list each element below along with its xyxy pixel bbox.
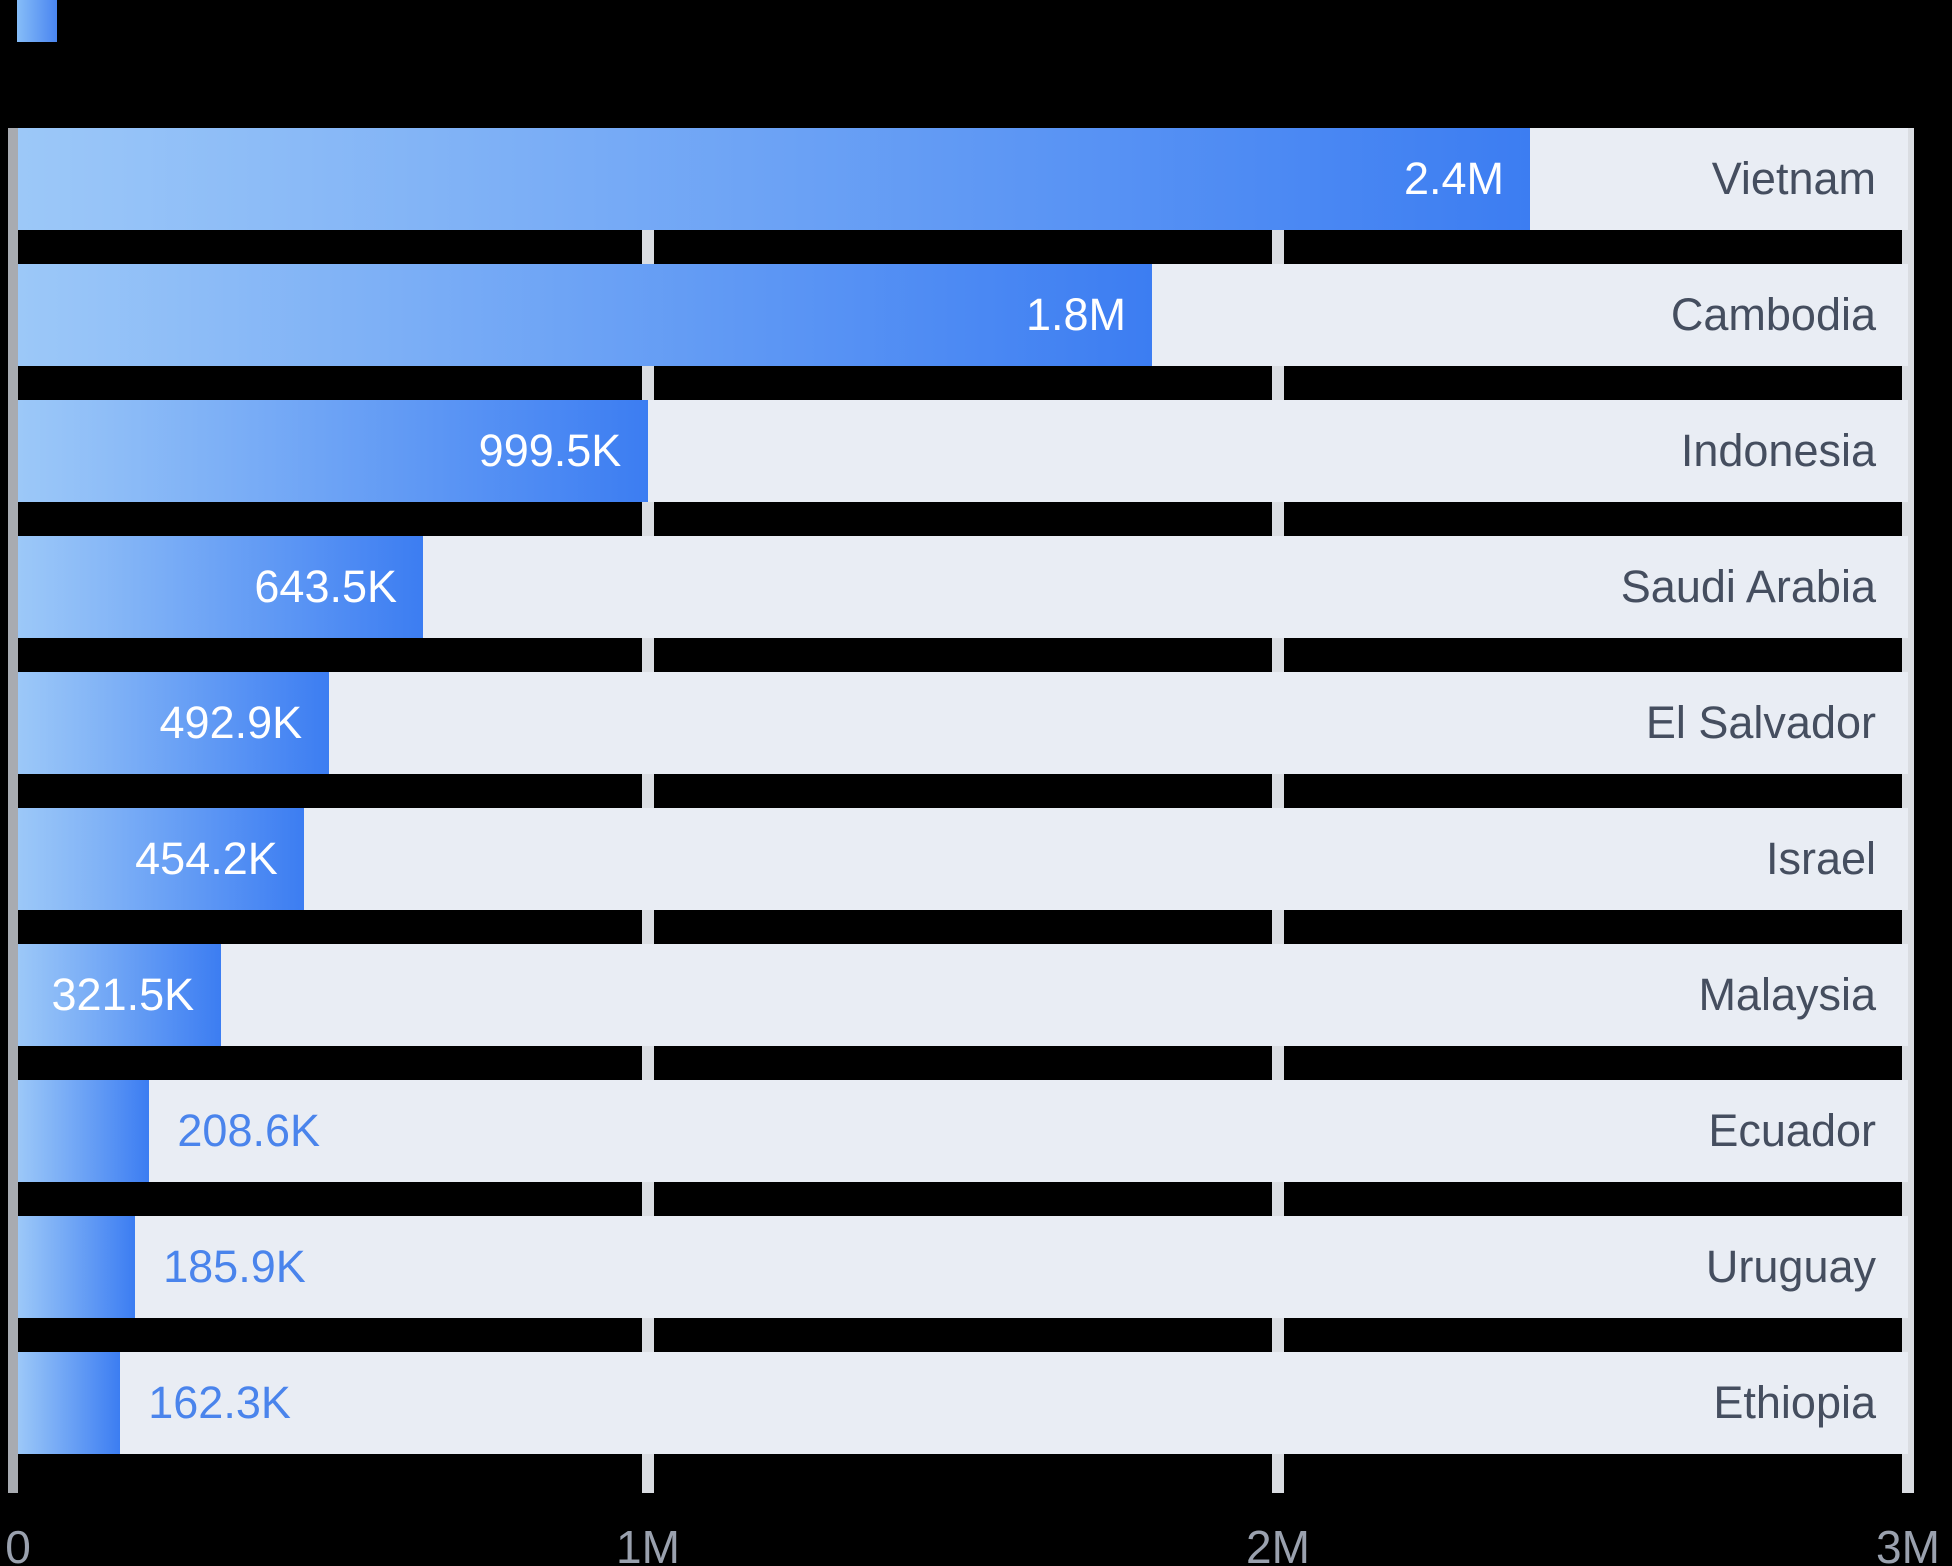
bar	[18, 944, 221, 1046]
bar	[18, 1080, 150, 1182]
y-axis-line	[8, 128, 18, 1493]
axis-tick-label: 3M	[1876, 1521, 1940, 1566]
bar-row: 492.9K El Salvador	[0, 672, 1952, 774]
axis-tick-label: 0	[5, 1521, 31, 1566]
value-label: 321.5K	[51, 969, 195, 1020]
category-label: Saudi Arabia	[1620, 561, 1876, 612]
bar-track	[18, 808, 1908, 910]
category-label: Malaysia	[1698, 969, 1876, 1020]
bar	[18, 128, 1530, 230]
value-label: 454.2K	[135, 833, 278, 884]
axis-tick-label: 2M	[1246, 1521, 1310, 1566]
value-label: 1.8M	[1026, 289, 1127, 340]
category-label: Uruguay	[1705, 1241, 1876, 1292]
category-label: Israel	[1765, 833, 1876, 884]
bar-row: 454.2K Israel	[0, 808, 1952, 910]
bar-row: 185.9K Uruguay	[0, 1216, 1952, 1318]
bar-row: 208.6K Ecuador	[0, 1080, 1952, 1182]
bar-row: 643.5K Saudi Arabia	[0, 536, 1952, 638]
value-label: 492.9K	[159, 697, 303, 748]
legend[interactable]	[17, 0, 57, 42]
value-label: 208.6K	[177, 1105, 321, 1156]
bar-row: 1.8M Cambodia	[0, 264, 1952, 366]
legend-swatch-icon	[17, 0, 57, 42]
category-label: Indonesia	[1680, 425, 1876, 476]
bar	[18, 536, 424, 638]
axis-tick-label: 1M	[616, 1521, 680, 1566]
bar-track	[18, 1216, 1908, 1318]
bar	[18, 1352, 121, 1454]
bar-row: 999.5K Indonesia	[0, 400, 1952, 502]
bar-track	[18, 672, 1908, 774]
category-label: Vietnam	[1711, 153, 1876, 204]
value-label: 185.9K	[163, 1241, 306, 1292]
category-label: Ecuador	[1708, 1105, 1876, 1156]
value-label: 999.5K	[478, 425, 622, 476]
bar	[18, 672, 329, 774]
category-label: El Salvador	[1645, 697, 1876, 748]
bar	[18, 400, 648, 502]
value-label: 2.4M	[1404, 153, 1505, 204]
bar-row: 162.3K Ethiopia	[0, 1352, 1952, 1454]
category-label: Ethiopia	[1713, 1377, 1876, 1428]
bar-track	[18, 1352, 1908, 1454]
value-label: 643.5K	[254, 561, 398, 612]
bar-track	[18, 1080, 1908, 1182]
bar	[18, 1216, 136, 1318]
bar-track	[18, 944, 1908, 1046]
category-label: Cambodia	[1670, 289, 1876, 340]
bar	[18, 808, 305, 910]
bar-row: 2.4M Vietnam	[0, 128, 1952, 230]
bar	[18, 264, 1152, 366]
bar-row: 321.5K Malaysia	[0, 944, 1952, 1046]
value-label: 162.3K	[148, 1377, 291, 1428]
